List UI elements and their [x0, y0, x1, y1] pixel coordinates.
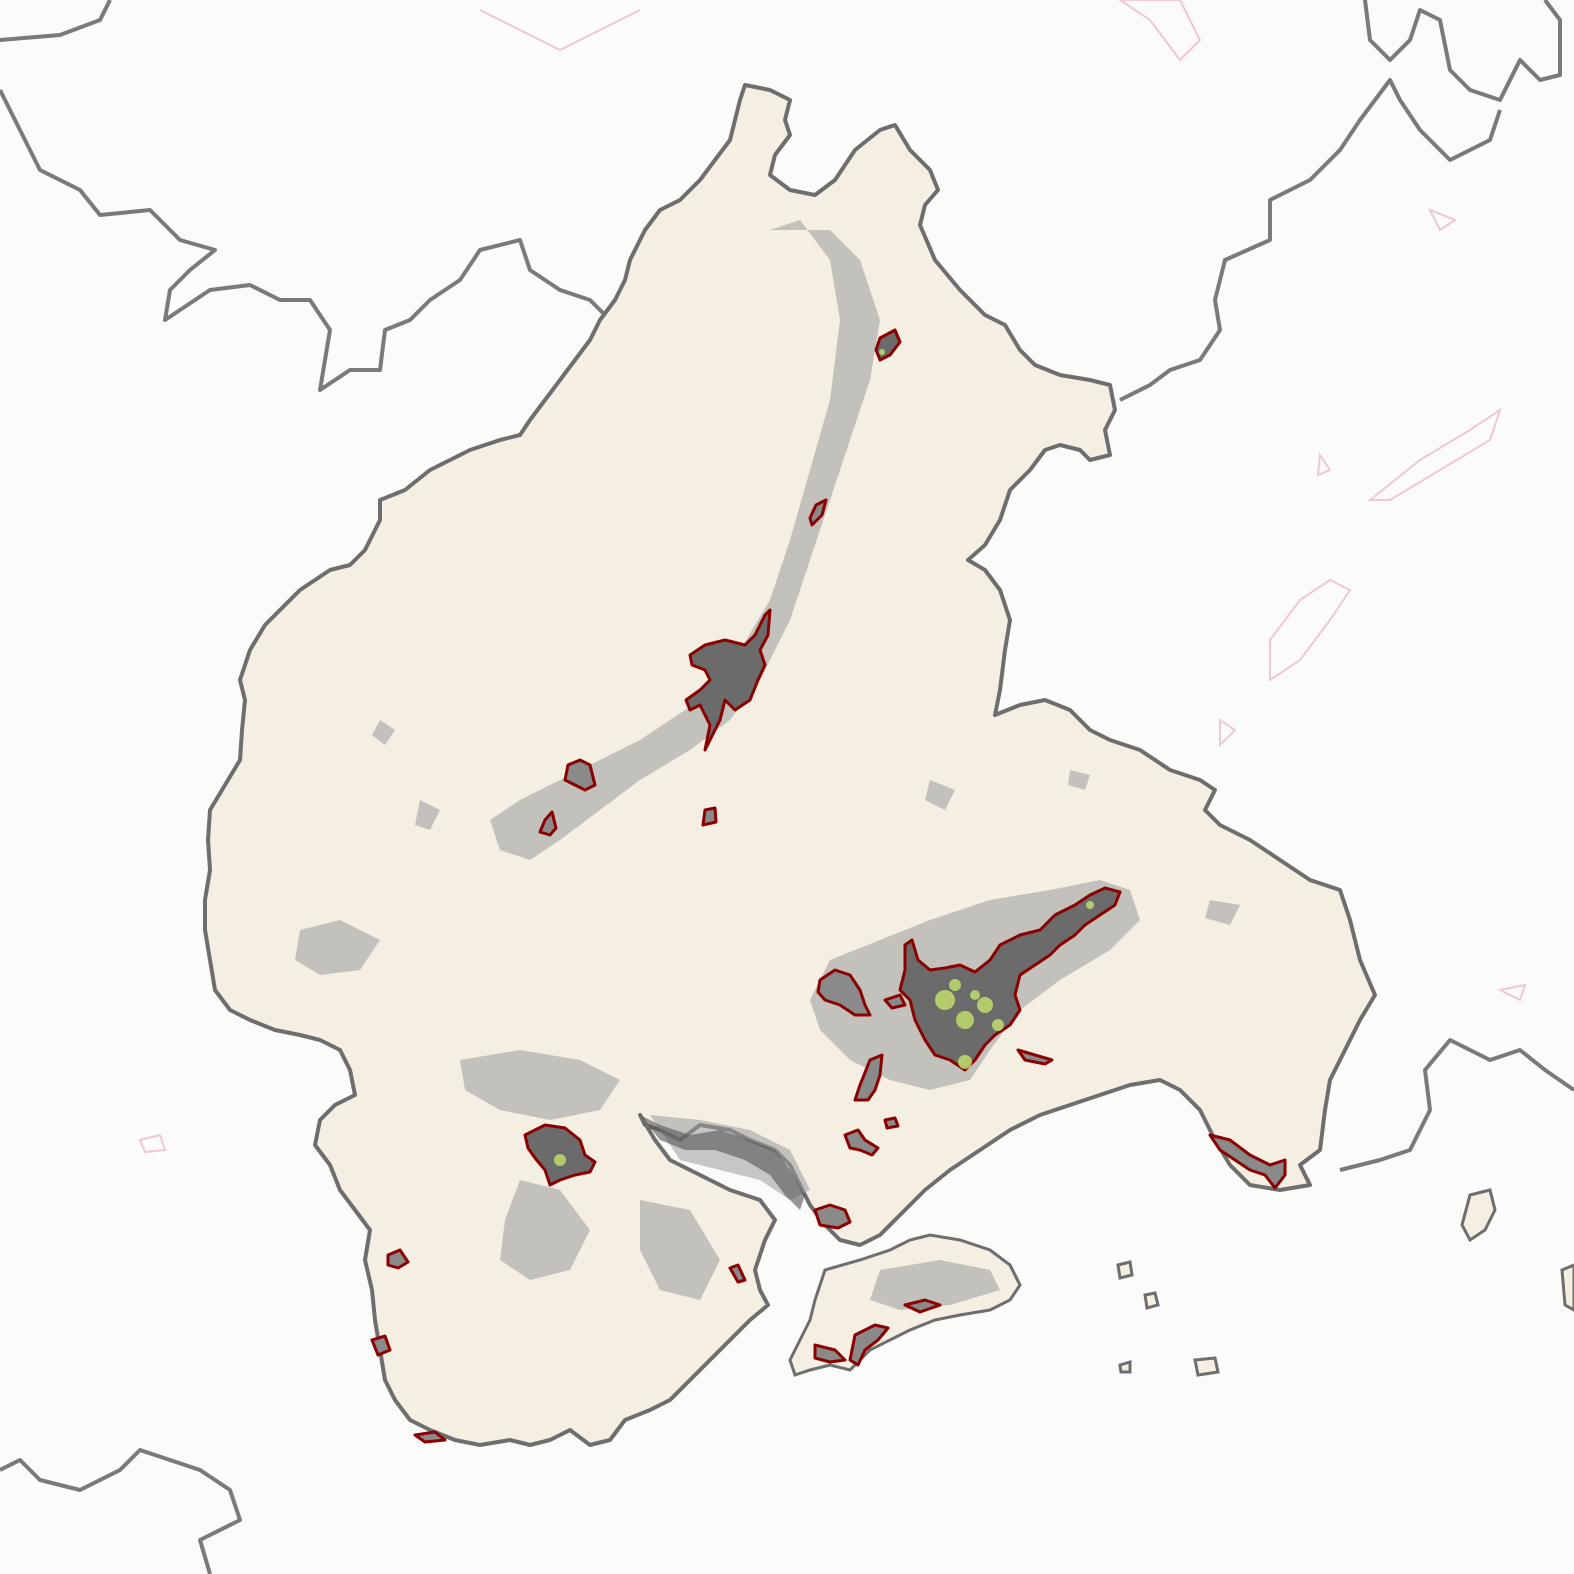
green-space — [949, 979, 961, 991]
green-space — [879, 349, 885, 355]
urban-peninsula-1 — [903, 1298, 942, 1314]
urban-southeast-main — [898, 886, 1122, 1072]
urban-bay — [728, 1263, 747, 1284]
urban-west-2 — [538, 810, 558, 837]
urban-southeast-mid — [883, 993, 907, 1010]
urban-harbour — [813, 1203, 852, 1230]
urban-southeast-west — [816, 968, 872, 1017]
neighbour-urban-outlines — [138, 0, 1527, 1154]
green-space — [1086, 901, 1094, 909]
urban-southwest-2 — [386, 1248, 410, 1270]
urban-peninsula-2 — [848, 1323, 890, 1367]
green-space — [935, 990, 955, 1010]
urban-central — [684, 608, 772, 752]
urban-southeast-east — [1016, 1048, 1054, 1066]
green-spaces — [554, 349, 1094, 1166]
green-space — [958, 1055, 972, 1069]
urban-extents[interactable] — [370, 328, 1287, 1444]
urban-east-coast — [1208, 1133, 1287, 1190]
green-space — [970, 990, 980, 1000]
urban-south-2 — [843, 1128, 880, 1157]
green-space — [554, 1154, 566, 1166]
urban-north-2 — [808, 498, 828, 527]
urban-south-1 — [853, 1053, 884, 1102]
urban-south-3 — [883, 1116, 900, 1130]
urban-central-2 — [701, 806, 718, 827]
green-space — [992, 1019, 1004, 1031]
green-space — [956, 1011, 974, 1029]
green-space — [977, 997, 993, 1013]
urban-west-1 — [563, 758, 597, 792]
urban-southwest-3 — [370, 1334, 392, 1357]
urban-southwest-coast — [413, 1430, 447, 1444]
urban-peninsula-3 — [813, 1343, 847, 1364]
